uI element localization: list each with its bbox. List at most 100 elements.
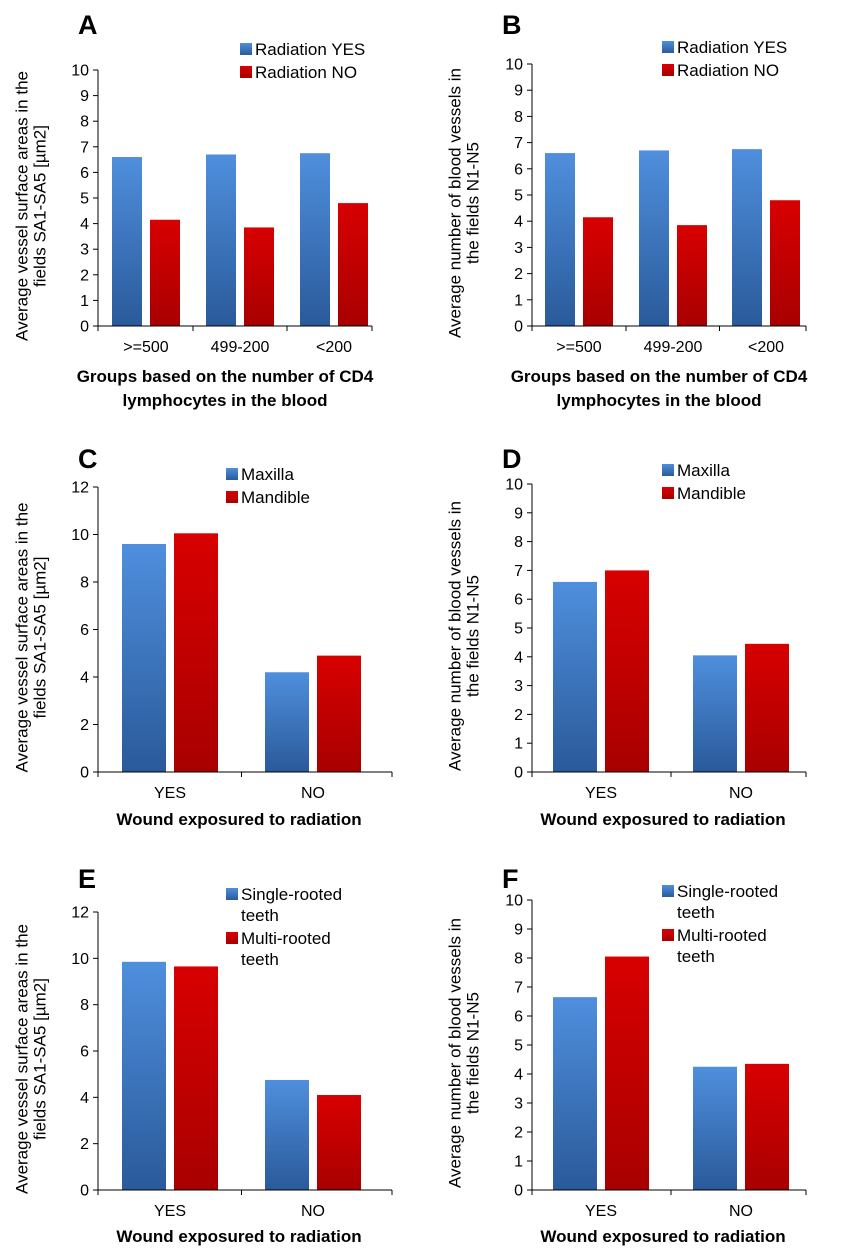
x-axis-label: Wound exposured to radiation	[540, 1227, 785, 1246]
x-axis-label: lymphocytes in the blood	[123, 391, 328, 410]
legend-label: teeth	[677, 903, 715, 922]
bar-e-s1-c1	[317, 1095, 361, 1190]
y-tick-label: 1	[514, 736, 523, 753]
bar-b-s1-c1	[677, 225, 707, 326]
x-axis-label: Wound exposured to radiation	[540, 810, 785, 829]
y-axis-label: the fields N1-N5	[464, 992, 483, 1114]
bar-b-s0-c0	[545, 153, 575, 326]
y-tick-label: 7	[514, 563, 523, 580]
x-axis-label: Groups based on the number of CD4	[77, 367, 374, 386]
legend-label: Radiation YES	[255, 40, 365, 59]
y-tick-label: 10	[505, 477, 523, 494]
y-tick-label: 9	[80, 88, 89, 105]
bar-b-s0-c2	[732, 149, 762, 326]
y-tick-label: 0	[514, 319, 523, 336]
x-tick-label: NO	[729, 785, 753, 802]
y-tick-label: 9	[514, 922, 523, 939]
chart-panel-e: E YES NO 0 2 4 6 8 10 12 Average vessel surface ar…	[13, 864, 393, 1246]
y-axis-label: Average number of blood vessels in	[446, 68, 465, 338]
legend-swatch	[226, 888, 238, 900]
panel-label: E	[78, 864, 96, 894]
legend-swatch	[662, 464, 674, 476]
y-tick-label: 4	[80, 670, 89, 687]
x-tick-label: <200	[748, 339, 784, 356]
legend-swatch	[662, 487, 674, 499]
y-tick-label: 8	[514, 109, 523, 126]
y-tick-label: 5	[514, 1038, 523, 1055]
y-axis-label: the fields N1-N5	[464, 575, 483, 697]
y-tick-label: 2	[514, 266, 523, 283]
x-tick-label: >=500	[556, 339, 601, 356]
y-tick-label: 10	[71, 951, 89, 968]
legend-label: Multi-rooted	[241, 929, 331, 948]
bar-d-s0-c0	[553, 581, 597, 772]
bar-a-s1-c2	[338, 203, 368, 326]
y-tick-label: 12	[71, 905, 89, 922]
bar-d-s1-c1	[745, 643, 789, 772]
x-tick-label: NO	[301, 785, 325, 802]
x-tick-label: YES	[154, 785, 186, 802]
y-tick-label: 6	[80, 622, 89, 639]
legend-label: teeth	[241, 906, 279, 925]
x-axis-label: Wound exposured to radiation	[116, 810, 361, 829]
y-tick-label: 12	[71, 480, 89, 497]
x-tick-label: NO	[729, 1203, 753, 1220]
y-tick-label: 7	[80, 139, 89, 156]
y-tick-label: 2	[514, 1125, 523, 1142]
y-tick-label: 3	[514, 678, 523, 695]
panel-label: B	[502, 10, 522, 40]
bar-c-s0-c1	[265, 672, 309, 772]
bar-b-s1-c0	[583, 217, 613, 326]
bar-c-s1-c0	[174, 533, 218, 772]
y-tick-label: 8	[80, 575, 89, 592]
bar-c-s0-c0	[122, 544, 166, 772]
y-tick-label: 10	[71, 63, 89, 80]
x-axis-label: lymphocytes in the blood	[557, 391, 762, 410]
bar-a-s0-c1	[206, 154, 236, 326]
bar-c-s1-c1	[317, 655, 361, 772]
legend-swatch	[226, 932, 238, 944]
y-tick-label: 7	[514, 980, 523, 997]
y-tick-label: 6	[514, 161, 523, 178]
bar-f-s1-c0	[605, 956, 649, 1190]
chart-panel-c: C YES NO 0 2 4 6 8 10 12 Average vessel surface ar…	[13, 444, 393, 829]
bar-a-s0-c0	[112, 157, 142, 326]
y-axis-label: fields SA1-SA5 [µm2]	[31, 557, 50, 719]
y-tick-label: 10	[71, 527, 89, 544]
y-tick-label: 6	[80, 165, 89, 182]
bar-e-s1-c0	[174, 966, 218, 1190]
bar-d-s0-c1	[693, 655, 737, 772]
legend-label: Single-rooted	[677, 882, 778, 901]
panel-label: A	[78, 10, 98, 40]
y-tick-label: 5	[514, 188, 523, 205]
y-tick-label: 0	[514, 1183, 523, 1200]
y-tick-label: 9	[514, 83, 523, 100]
y-tick-label: 2	[80, 1136, 89, 1153]
y-tick-label: 3	[514, 240, 523, 257]
legend-label: teeth	[677, 947, 715, 966]
y-tick-label: 4	[514, 214, 523, 231]
y-tick-label: 8	[80, 114, 89, 131]
y-tick-label: 4	[514, 1067, 523, 1084]
y-tick-label: 0	[514, 765, 523, 782]
bar-e-s0-c1	[265, 1079, 309, 1190]
panel-label: D	[502, 444, 522, 474]
y-tick-label: 0	[80, 765, 89, 782]
y-axis-label: the fields N1-N5	[464, 142, 483, 264]
legend-label: teeth	[241, 950, 279, 969]
legend-swatch	[226, 468, 238, 480]
bar-a-s1-c0	[150, 219, 180, 326]
y-axis-label: Average vessel surface areas in the	[13, 71, 32, 341]
chart-panel-f: F YES NO 0 1 2 3 4 5 6 7 8 9 10 Average number of bloo…	[446, 864, 807, 1246]
bar-f-s0-c1	[693, 1066, 737, 1190]
legend-label: Single-rooted	[241, 885, 342, 904]
x-tick-label: YES	[585, 1203, 617, 1220]
legend-swatch	[240, 66, 252, 78]
bar-b-s1-c2	[770, 200, 800, 326]
x-tick-label: YES	[154, 1203, 186, 1220]
bar-f-s0-c0	[553, 997, 597, 1190]
y-tick-label: 8	[80, 997, 89, 1014]
y-tick-label: 4	[80, 216, 89, 233]
y-tick-label: 2	[514, 707, 523, 724]
chart-panel-a: A >=500 499-200 <200 0 1 2 3 4 5 6 7 8 9 10 Average ves…	[13, 10, 374, 410]
